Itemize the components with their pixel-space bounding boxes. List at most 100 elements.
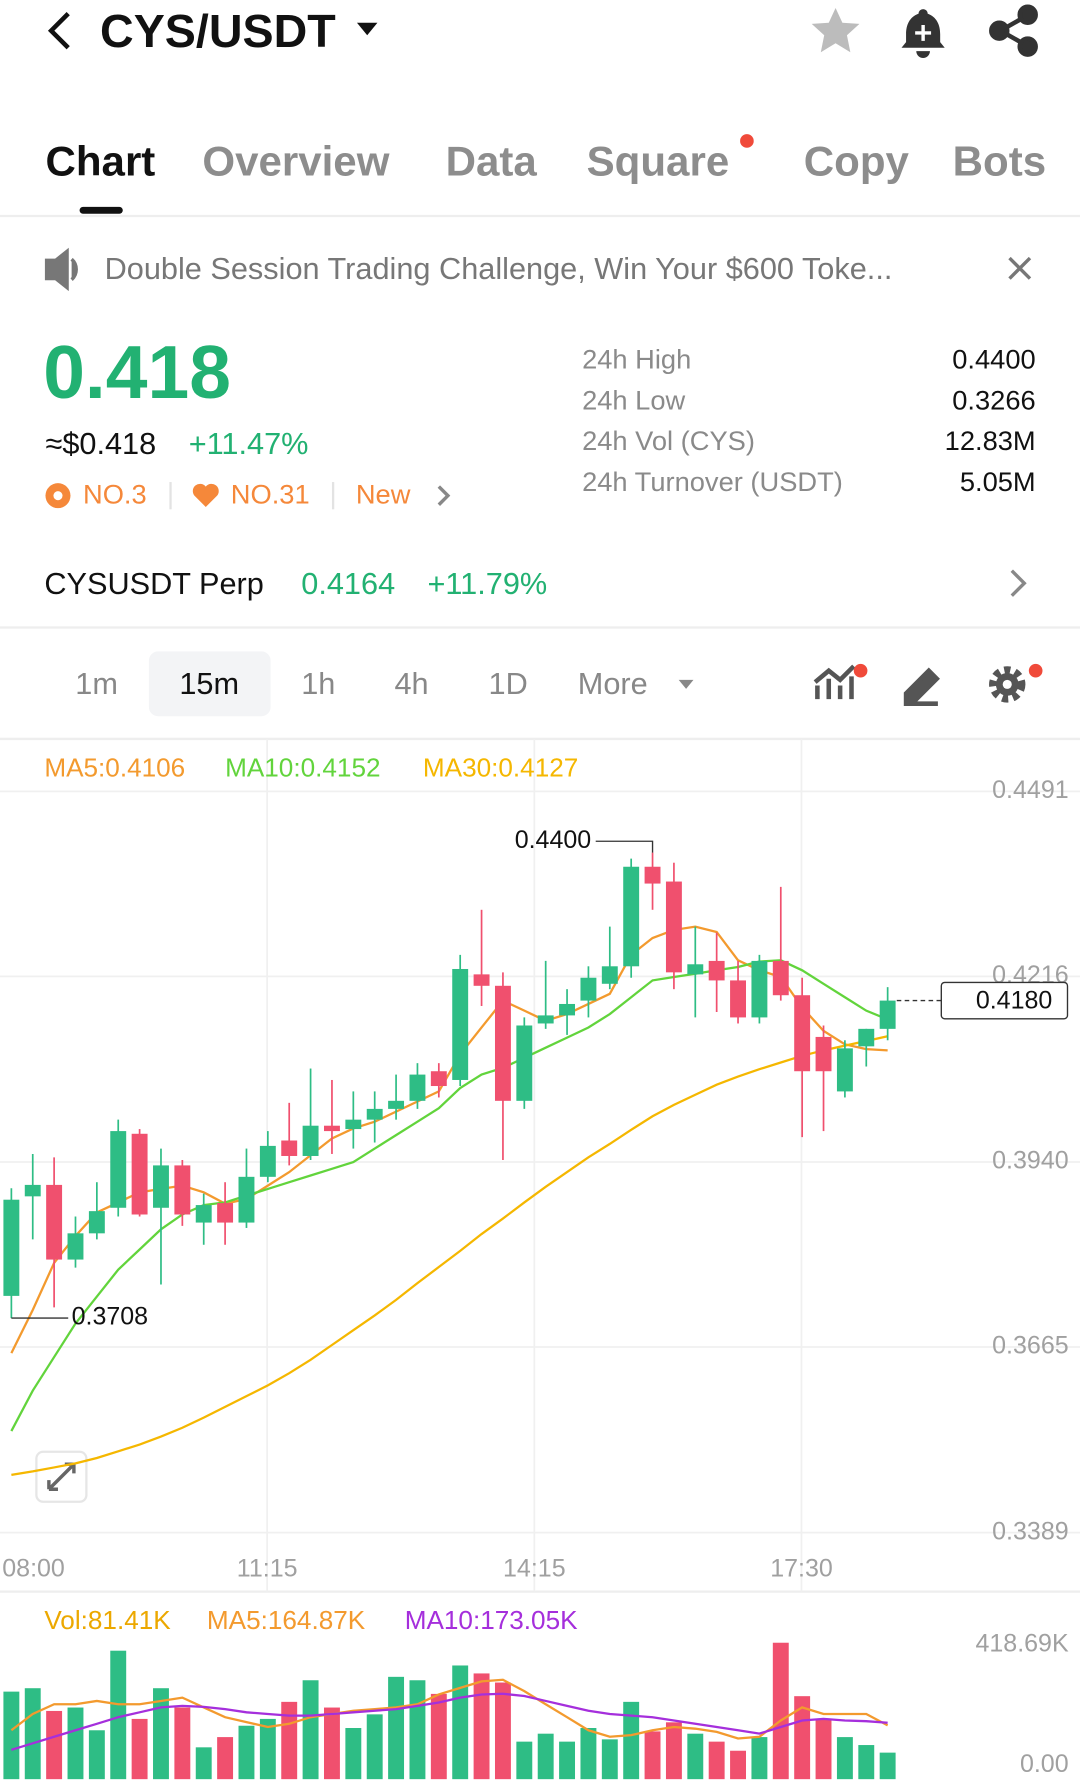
dropdown-icon[interactable] (678, 679, 694, 689)
star-icon[interactable] (811, 7, 860, 53)
candle-body (217, 1203, 234, 1223)
pair-title[interactable]: CYS/USDT (100, 5, 336, 58)
volume-bar (67, 1707, 84, 1780)
rank-icon-dot (53, 491, 63, 501)
close-icon[interactable] (1008, 256, 1032, 280)
chevron[interactable] (437, 485, 451, 506)
volume-bar (388, 1676, 405, 1780)
usd-price: ≈$0.418 (45, 426, 157, 461)
volume-bar (494, 1682, 511, 1780)
tab[interactable]: Data (445, 138, 537, 185)
back-icon[interactable] (47, 12, 70, 50)
tab[interactable]: Square (586, 138, 730, 185)
candle-body (516, 1025, 533, 1101)
candle-body (473, 974, 490, 986)
price-change: +11.47% (188, 426, 309, 461)
candle-body (836, 1048, 853, 1092)
candle-body (195, 1205, 212, 1223)
candle-body (409, 1074, 426, 1101)
interval[interactable]: 15m (179, 666, 240, 701)
volume-bar (430, 1693, 447, 1780)
perp-name[interactable]: CYSUSDT Perp (44, 566, 264, 601)
stat-value: 12.83M (944, 426, 1036, 458)
draw-icon[interactable] (903, 667, 940, 706)
indicator-icon[interactable] (813, 664, 856, 700)
y-tick-label: 418.69K (975, 1630, 1068, 1658)
tab-underline (79, 206, 123, 214)
stat-label: 24h Vol (CYS) (582, 426, 755, 458)
candle-body (24, 1184, 41, 1197)
x-tick-label: 14:15 (503, 1555, 566, 1583)
candle-body (858, 1028, 875, 1047)
badge[interactable]: New (355, 479, 411, 511)
interval[interactable]: More (577, 666, 648, 701)
candle-body (281, 1140, 298, 1156)
speaker-icon (44, 247, 78, 292)
volume-bar (730, 1750, 746, 1780)
annotation-line (595, 840, 654, 853)
interval[interactable]: 1D (488, 666, 528, 701)
candle-body (46, 1184, 63, 1260)
tab[interactable]: Overview (202, 138, 390, 185)
candle-body (644, 866, 661, 884)
y-tick-label: 0.00 (1020, 1750, 1069, 1778)
candle-body (323, 1125, 340, 1132)
x-tick-label: 17:30 (770, 1555, 833, 1583)
candle-body (388, 1100, 405, 1109)
tab[interactable]: Chart (45, 138, 156, 185)
stat-value: 5.05M (959, 467, 1036, 498)
volume-bar (623, 1701, 640, 1780)
tab[interactable]: Bots (952, 138, 1047, 185)
share-icon[interactable] (989, 4, 1038, 57)
candle-body (88, 1211, 105, 1234)
candle-body (708, 960, 725, 981)
volume-bar (858, 1745, 875, 1780)
settings-icon[interactable] (989, 666, 1026, 703)
volume-bar (516, 1741, 533, 1780)
volume-bar (281, 1701, 298, 1780)
tab[interactable]: Copy (803, 138, 909, 185)
candle-body (623, 866, 640, 967)
volume-bar (601, 1739, 618, 1780)
y-tick-label: 0.3389 (992, 1517, 1068, 1545)
interval[interactable]: 4h (394, 666, 429, 701)
perp-change: +11.79% (427, 566, 548, 601)
candle-body (687, 964, 704, 975)
interval[interactable]: 1m (75, 666, 118, 701)
volume-bar (794, 1696, 811, 1780)
badge[interactable]: NO.31 (230, 479, 310, 511)
volume-bar (195, 1747, 212, 1780)
low-label: 0.3708 (72, 1303, 148, 1331)
interval[interactable]: 1h (301, 666, 336, 701)
candle-body (494, 985, 511, 1101)
volume-bar (366, 1714, 383, 1780)
volume-bar (345, 1728, 362, 1780)
legend-entry: MA10:0.4152 (225, 753, 380, 783)
volume-ma-line (10, 1678, 889, 1740)
interval-active-bg (148, 651, 271, 717)
chevron[interactable] (1010, 569, 1027, 597)
stat-label: 24h Low (582, 385, 686, 417)
volume-bar (580, 1728, 597, 1780)
volume-bar (836, 1737, 853, 1780)
volume-bar (644, 1731, 661, 1780)
volume-bar (409, 1680, 426, 1780)
volume-bar (708, 1741, 725, 1780)
volume-bar (323, 1707, 340, 1780)
badge[interactable]: NO.3 (82, 479, 147, 511)
volume-ma-line (11, 1692, 888, 1751)
banner-text[interactable]: Double Session Trading Challenge, Win Yo… (104, 251, 893, 286)
volume-bar (88, 1730, 105, 1780)
ma-line (10, 959, 889, 1432)
volume-bar (259, 1718, 276, 1780)
candle-body (131, 1133, 148, 1215)
candle-body (794, 995, 811, 1072)
stat-label: 24h High (582, 344, 692, 376)
volume-bar (302, 1680, 319, 1780)
last-price: 0.418 (43, 329, 231, 414)
dropdown-icon[interactable] (356, 22, 378, 36)
volume-bar (559, 1741, 576, 1780)
candle-body (751, 960, 768, 1018)
